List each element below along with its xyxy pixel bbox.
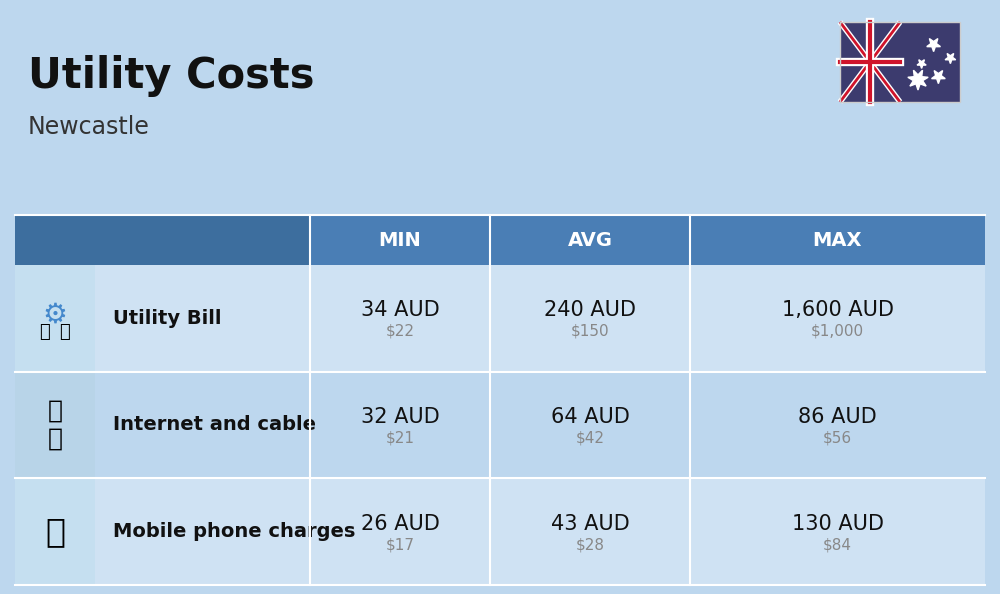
Text: 🔌: 🔌 (40, 323, 50, 342)
Text: Mobile phone charges: Mobile phone charges (113, 522, 355, 541)
Bar (15, 215, 985, 265)
Bar (15, 478, 985, 585)
Text: $1,000: $1,000 (811, 324, 864, 339)
Text: $22: $22 (386, 324, 415, 339)
Polygon shape (932, 71, 945, 84)
Bar (15, 372, 95, 478)
Text: Utility Bill: Utility Bill (113, 309, 222, 328)
Text: 💧: 💧 (60, 323, 70, 342)
Text: MIN: MIN (379, 230, 421, 249)
Text: 📱: 📱 (45, 515, 65, 548)
Text: $56: $56 (823, 431, 852, 446)
Bar (840, 22, 960, 102)
Text: $21: $21 (386, 431, 415, 446)
Polygon shape (927, 39, 940, 52)
Bar (15, 265, 985, 372)
Bar (15, 372, 985, 478)
Text: 26 AUD: 26 AUD (361, 514, 439, 533)
Text: 130 AUD: 130 AUD (792, 514, 884, 533)
Text: 86 AUD: 86 AUD (798, 407, 877, 427)
Polygon shape (945, 53, 956, 64)
Text: 240 AUD: 240 AUD (544, 301, 636, 320)
Polygon shape (917, 60, 926, 68)
Text: ⚙: ⚙ (43, 301, 67, 328)
Bar (95, 215, 310, 265)
Text: $17: $17 (386, 537, 415, 552)
Text: 32 AUD: 32 AUD (361, 407, 439, 427)
Text: 📶
🖥: 📶 🖥 (48, 399, 62, 451)
Text: AVG: AVG (568, 230, 612, 249)
Bar (15, 265, 95, 372)
Text: $150: $150 (571, 324, 609, 339)
Text: 34 AUD: 34 AUD (361, 301, 439, 320)
Text: Utility Costs: Utility Costs (28, 55, 314, 97)
Text: $42: $42 (576, 431, 604, 446)
Text: MAX: MAX (813, 230, 862, 249)
Text: 64 AUD: 64 AUD (551, 407, 629, 427)
Text: $28: $28 (576, 537, 604, 552)
Text: 43 AUD: 43 AUD (551, 514, 629, 533)
Bar (840, 22, 960, 102)
Text: Newcastle: Newcastle (28, 115, 150, 139)
Bar (15, 215, 95, 265)
Polygon shape (908, 70, 928, 90)
Text: $84: $84 (823, 537, 852, 552)
Bar (15, 478, 95, 585)
Text: 1,600 AUD: 1,600 AUD (782, 301, 894, 320)
Text: Internet and cable: Internet and cable (113, 415, 316, 434)
